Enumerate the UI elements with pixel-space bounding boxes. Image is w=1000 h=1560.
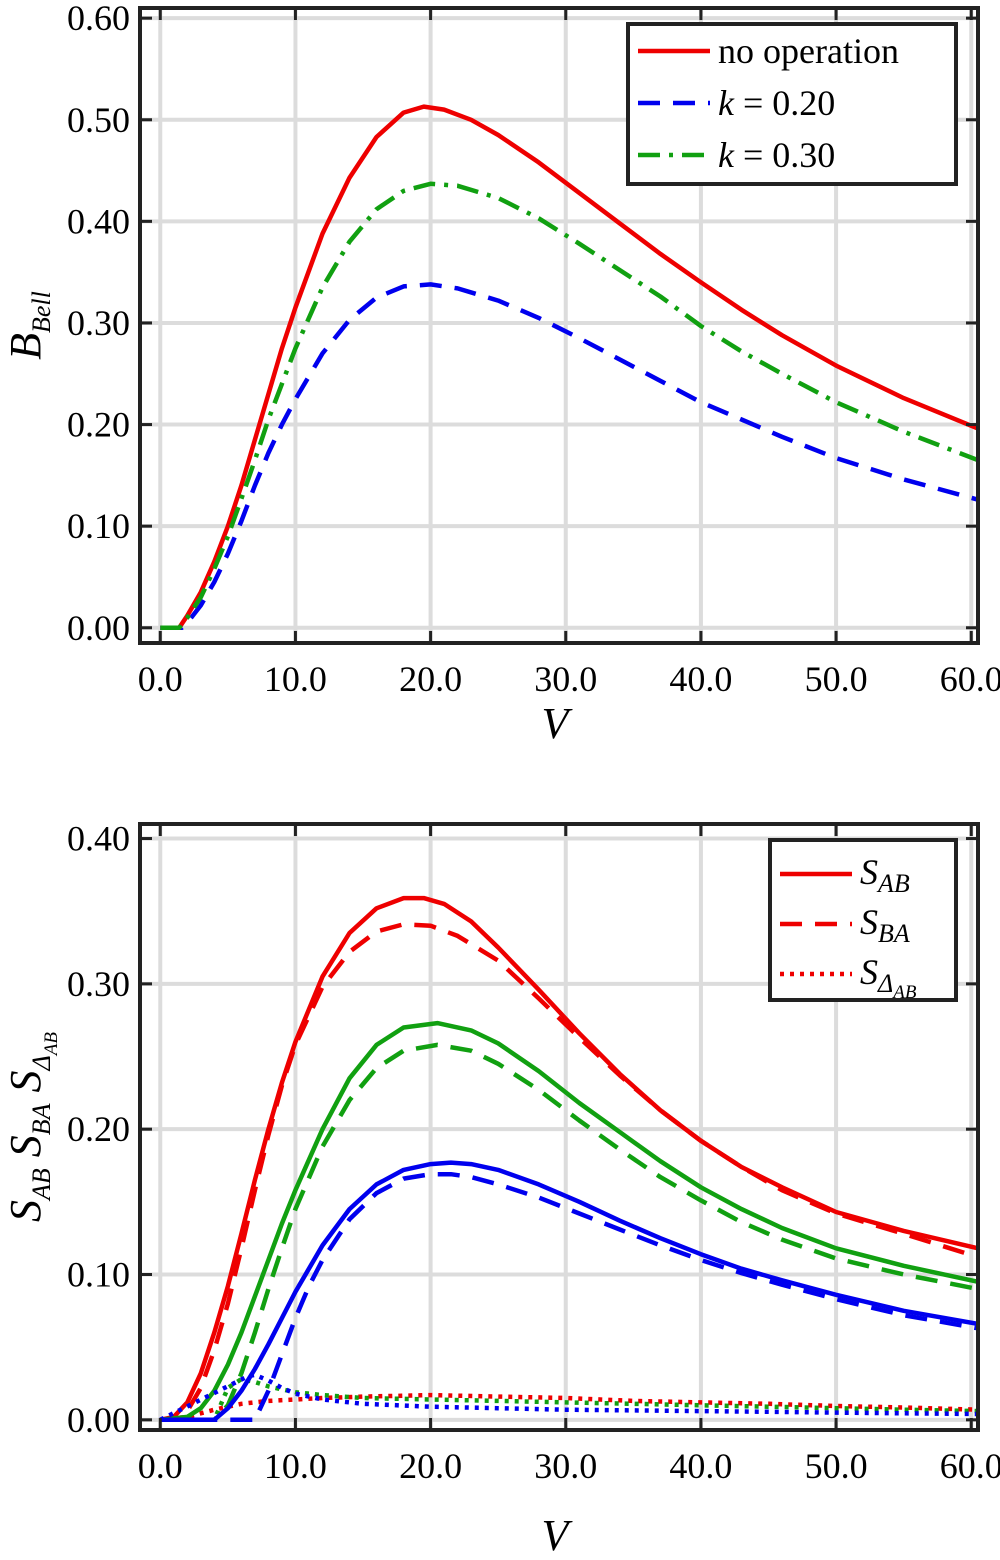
x-tick-label-2: 20.0 xyxy=(399,1446,462,1486)
legend-label-2: SΔAB xyxy=(860,952,917,1003)
legend-label-subsubscript-2: AB xyxy=(891,982,917,1003)
legend-label-value-1: = 0.20 xyxy=(734,83,835,123)
x-tick-label-1: 10.0 xyxy=(264,1446,327,1486)
y-tick-label-1: 0.10 xyxy=(67,1255,130,1295)
x-tick-label-6: 60.0 xyxy=(940,1446,1000,1486)
y-label-symbol-0: B xyxy=(1,333,50,360)
legend-label-var-2: k xyxy=(718,135,735,175)
top-chart-panel: 0.0 10.0 20.0 30.0 40.0 50.0 60.0 0.00 0.10 0.20 0… xyxy=(1,0,1000,748)
y-tick-label-4: 0.40 xyxy=(67,201,130,241)
y-axis-label: BBell​ xyxy=(1,291,56,360)
y-label-subscript-1: BA xyxy=(27,1103,56,1135)
y-tick-label-3: 0.30 xyxy=(67,964,130,1004)
series-line-1 xyxy=(160,922,978,1423)
x-tick-label-6: 60.0 xyxy=(940,659,1000,699)
plot-frame xyxy=(138,6,980,645)
legend-label-symbol-2: S xyxy=(860,952,878,992)
x-tick-label-1: 10.0 xyxy=(264,659,327,699)
x-tick-label-3: 30.0 xyxy=(534,659,597,699)
y-tick-label-4: 0.40 xyxy=(67,819,130,859)
y-label-symbol-0: S xyxy=(1,1200,50,1222)
legend-label-2: k = 0.30 xyxy=(718,135,835,175)
legend-label-var-1: k xyxy=(718,83,735,123)
y-tick-label-2: 0.20 xyxy=(67,405,130,445)
series-line-5 xyxy=(160,1376,978,1423)
x-axis-label: V xyxy=(542,699,574,748)
y-tick-label-1: 0.10 xyxy=(67,506,130,546)
series-line-1 xyxy=(160,282,978,631)
legend-label-1: k = 0.20 xyxy=(718,83,835,123)
legend-label-subscript-0: AB xyxy=(876,869,910,898)
y-label-symbol-2: S xyxy=(1,1070,50,1103)
y-tick-label-0: 0.00 xyxy=(67,608,130,648)
series-line-7 xyxy=(160,1171,978,1423)
y-axis-label: SAB​ SBA​ SΔAB​ xyxy=(1,1032,62,1222)
y-tick-label-2: 0.20 xyxy=(67,1109,130,1149)
legend-label-1: SBA xyxy=(860,902,910,948)
series-line-2 xyxy=(160,181,978,631)
legend-label-0: SAB xyxy=(860,852,910,898)
x-tick-label-4: 40.0 xyxy=(669,659,732,699)
series-line-0 xyxy=(159,895,978,1422)
y-label-subscript-2: Δ xyxy=(27,1055,56,1071)
y-tick-label-5: 0.50 xyxy=(67,100,130,140)
y-label-symbol-1: S xyxy=(1,1135,50,1168)
legend-label-value-2: = 0.30 xyxy=(734,135,835,175)
series-line-4 xyxy=(160,1042,978,1423)
x-tick-label-5: 50.0 xyxy=(805,659,868,699)
x-axis-label: V xyxy=(542,1511,574,1560)
legend-label-symbol-0: S xyxy=(860,852,878,892)
legend-label-0: no operation xyxy=(718,31,899,71)
plot-frame xyxy=(138,822,980,1432)
legend-label-subscript-2: Δ xyxy=(877,969,893,998)
x-tick-label-3: 30.0 xyxy=(534,1446,597,1486)
y-label-subscript-0: Bell xyxy=(27,291,56,333)
x-tick-label-5: 50.0 xyxy=(805,1446,868,1486)
y-label-subscript-0: AB xyxy=(27,1168,56,1202)
series-line-0 xyxy=(160,104,978,631)
x-tick-label-4: 40.0 xyxy=(669,1446,732,1486)
series-group xyxy=(159,895,978,1423)
bottom-chart-panel: 0.0 10.0 20.0 30.0 40.0 50.0 60.0 0.00 0.10 0.20 0… xyxy=(1,819,1000,1560)
y-tick-label-6: 0.60 xyxy=(67,0,130,38)
series-group xyxy=(160,104,978,631)
y-tick-label-0: 0.00 xyxy=(67,1400,130,1440)
y-tick-label-3: 0.30 xyxy=(67,303,130,343)
x-tick-label-2: 20.0 xyxy=(399,659,462,699)
legend-label-symbol-1: S xyxy=(860,902,878,942)
series-line-3 xyxy=(160,1020,978,1423)
series-line-6 xyxy=(160,1160,978,1423)
legend-box xyxy=(768,838,958,1002)
x-tick-label-0: 0.0 xyxy=(138,1446,183,1486)
y-label-subsubscript-2: AB xyxy=(41,1032,62,1058)
legend-label-subscript-1: BA xyxy=(878,919,910,948)
x-tick-label-0: 0.0 xyxy=(138,659,183,699)
